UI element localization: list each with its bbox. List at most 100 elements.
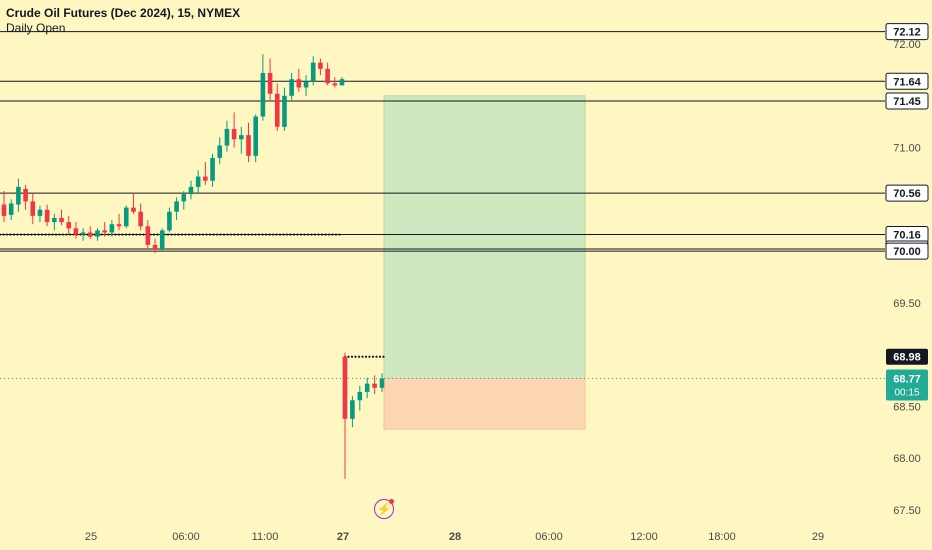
level-price-label[interactable] [885, 92, 929, 110]
candle-body[interactable] [224, 128, 230, 146]
candle-body[interactable] [318, 62, 323, 69]
daily-open-dot [194, 233, 198, 236]
daily-open-dot [33, 233, 37, 236]
candle-body[interactable] [66, 222, 72, 229]
candle-body[interactable] [357, 391, 363, 401]
candle-body[interactable] [73, 228, 79, 235]
candle-body[interactable] [342, 356, 348, 419]
candle-body[interactable] [159, 230, 165, 250]
candle-body[interactable] [145, 226, 151, 245]
daily-open-dot [212, 233, 215, 236]
symbol-title[interactable]: Crude Oil Futures (Dec 2024), 15, NYMEX [6, 6, 241, 20]
candle-body[interactable] [253, 116, 259, 156]
candle-body[interactable] [123, 207, 129, 227]
candle-body[interactable] [231, 128, 237, 140]
indicator-label[interactable]: Daily Open [6, 21, 66, 35]
daily-open-dot [364, 355, 368, 358]
candle-body[interactable] [116, 224, 122, 227]
level-price-label[interactable] [885, 184, 929, 202]
candle-body[interactable] [203, 176, 208, 181]
candle-body[interactable] [181, 194, 187, 202]
candle-body[interactable] [167, 211, 172, 231]
candle-body[interactable] [152, 244, 158, 250]
current-price-label [886, 369, 928, 401]
candle-body[interactable] [131, 207, 136, 212]
candle-body[interactable] [95, 230, 100, 237]
flash-icon[interactable]: ⚡ [374, 499, 394, 519]
candle-body[interactable] [310, 62, 316, 82]
daily-open-dot [131, 233, 135, 236]
position-profit-zone[interactable] [383, 95, 586, 379]
daily-open-dot [152, 233, 156, 236]
candle-body[interactable] [59, 217, 64, 223]
candle-body[interactable] [246, 135, 251, 156]
candle-body[interactable] [102, 230, 107, 233]
candle-body[interactable] [267, 72, 273, 94]
candle-body[interactable] [379, 378, 385, 388]
candle-body[interactable] [282, 95, 287, 127]
candle-body[interactable] [138, 211, 143, 227]
candle-body[interactable] [16, 186, 21, 205]
candle-body[interactable] [332, 83, 338, 86]
candle-body[interactable] [274, 93, 280, 127]
candle-body[interactable] [217, 145, 223, 158]
daily-open-dot [264, 233, 268, 236]
level-price-label[interactable] [885, 23, 929, 41]
candle-body[interactable] [109, 224, 115, 233]
candle-body[interactable] [195, 176, 201, 187]
candle-body[interactable] [1, 204, 7, 216]
time-tick-label: 25 [85, 531, 97, 543]
daily-open-dot [233, 233, 236, 236]
candle-body[interactable] [80, 232, 86, 235]
daily-open-dot [229, 233, 233, 236]
level-price-label[interactable] [885, 72, 929, 90]
candle-body[interactable] [325, 68, 330, 84]
candle-body[interactable] [364, 383, 370, 392]
price-tick-label: 67.50 [893, 505, 921, 517]
candle-body[interactable] [87, 232, 93, 237]
candle-body[interactable] [339, 79, 345, 86]
candle-body[interactable] [210, 157, 215, 181]
time-tick-label: 28 [449, 531, 461, 543]
candle-body[interactable] [174, 201, 179, 212]
candle-body[interactable] [52, 217, 57, 223]
daily-open-dot [282, 233, 285, 236]
candle-body[interactable] [44, 209, 50, 223]
candle-body[interactable] [260, 72, 266, 117]
daily-open-dot [68, 233, 72, 236]
daily-open-plot [0, 233, 385, 358]
daily-open-dot [40, 233, 44, 236]
candle-body[interactable] [350, 400, 355, 419]
candle-body[interactable] [239, 135, 244, 140]
daily-open-dot [289, 233, 292, 236]
candle-body[interactable] [296, 79, 302, 88]
position-loss-zone[interactable] [383, 377, 586, 430]
candle-body[interactable] [8, 203, 14, 215]
current-price-text: 68.77 [893, 373, 921, 385]
daily-open-dot [378, 355, 382, 358]
long-position-tool[interactable] [383, 95, 586, 430]
daily-open-dot [117, 233, 121, 236]
candle-body[interactable] [30, 201, 36, 216]
daily-open-dot [124, 233, 128, 236]
daily-open-dot [166, 233, 170, 236]
candle-body[interactable] [37, 209, 43, 216]
daily-open-dot [44, 233, 47, 236]
daily-open-dot [61, 233, 65, 236]
daily-open-dot [350, 355, 354, 358]
daily-open-dot [313, 233, 317, 236]
candle-body[interactable] [303, 81, 309, 88]
daily-open-dot [303, 233, 306, 236]
level-price-label[interactable] [885, 242, 929, 260]
time-tick-label: 06:00 [535, 531, 563, 543]
level-price-text: 71.45 [893, 96, 921, 108]
daily-open-dot [310, 233, 313, 236]
candle-body[interactable] [188, 186, 194, 195]
candle-body[interactable] [23, 188, 28, 202]
daily-open-dot [368, 355, 371, 358]
candle-body[interactable] [289, 79, 294, 96]
daily-open-dot [58, 233, 61, 236]
candle-body[interactable] [372, 383, 377, 388]
daily-open-dot [236, 233, 240, 236]
